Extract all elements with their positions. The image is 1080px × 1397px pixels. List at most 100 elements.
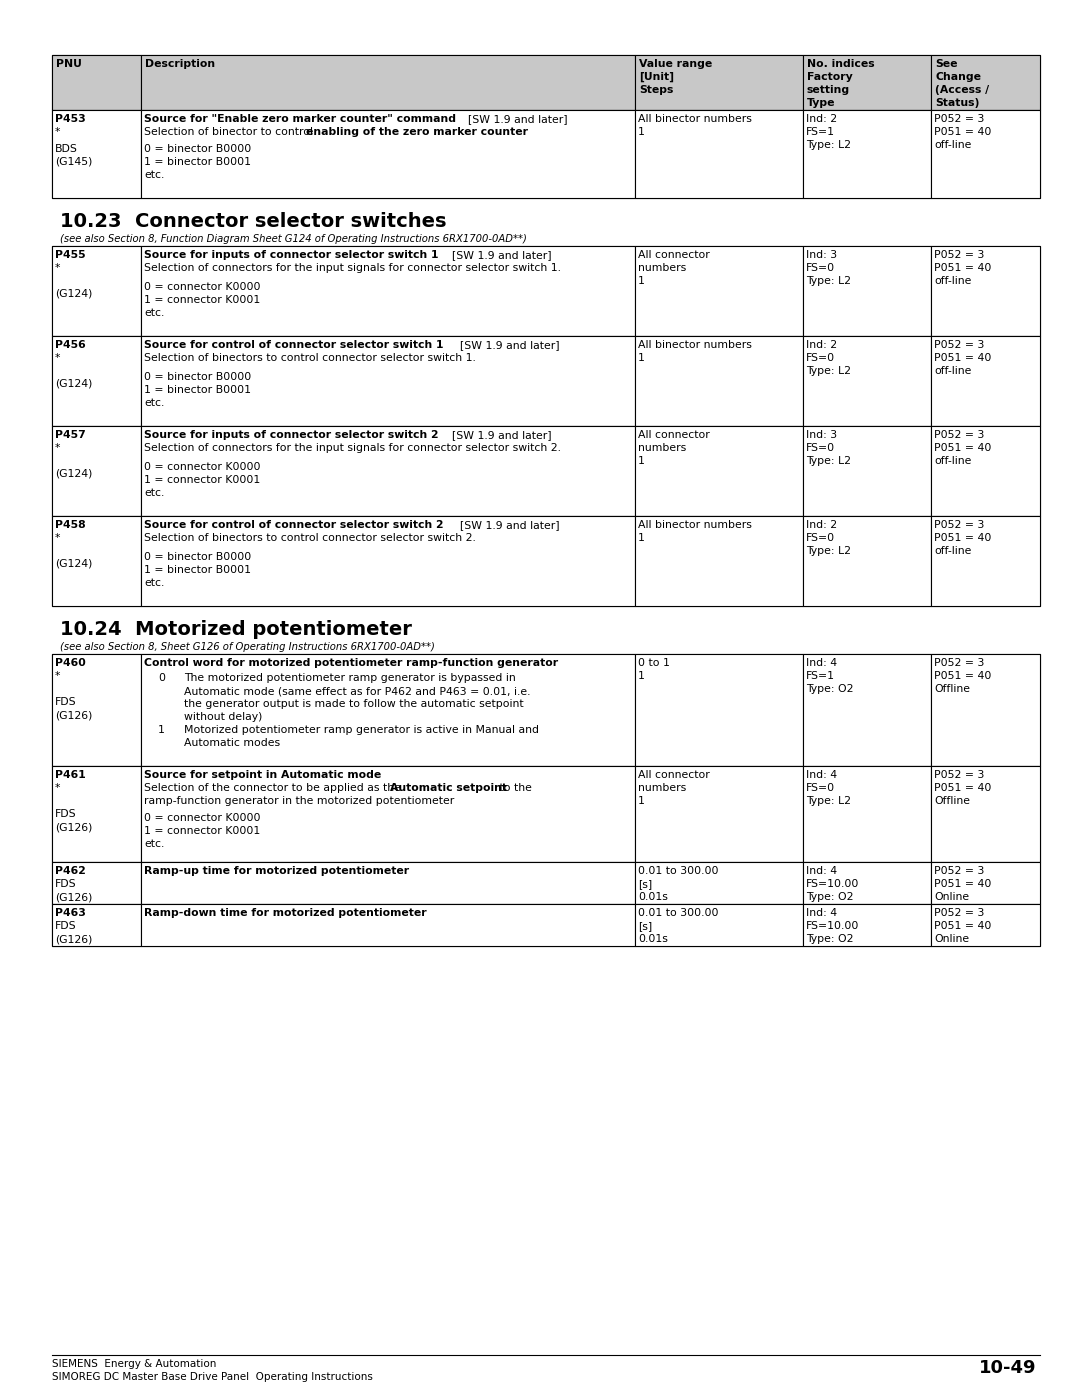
Text: 1 = connector K0001: 1 = connector K0001 xyxy=(144,475,260,485)
Text: Automatic modes: Automatic modes xyxy=(184,738,280,747)
Text: Motorized potentiometer ramp generator is active in Manual and: Motorized potentiometer ramp generator i… xyxy=(184,725,539,735)
Text: FS=0: FS=0 xyxy=(806,534,835,543)
Text: 0 = connector K0000: 0 = connector K0000 xyxy=(144,282,260,292)
Text: Source for control of connector selector switch 2: Source for control of connector selector… xyxy=(144,520,444,529)
Bar xyxy=(52,654,140,766)
Bar xyxy=(52,766,140,862)
Text: P051 = 40: P051 = 40 xyxy=(934,879,991,888)
Bar xyxy=(635,337,802,426)
Text: Online: Online xyxy=(934,893,970,902)
Bar xyxy=(931,426,1040,515)
Text: Offline: Offline xyxy=(934,685,970,694)
Bar xyxy=(931,862,1040,904)
Text: (G126): (G126) xyxy=(55,893,93,902)
Text: Type: L2: Type: L2 xyxy=(806,140,851,149)
Text: Ind: 2: Ind: 2 xyxy=(806,520,837,529)
Text: off-line: off-line xyxy=(934,546,972,556)
Bar xyxy=(802,246,931,337)
Text: [SW 1.9 and later]: [SW 1.9 and later] xyxy=(454,115,568,124)
Bar xyxy=(52,54,140,110)
Text: 1: 1 xyxy=(638,277,645,286)
Bar xyxy=(802,110,931,198)
Text: ramp-function generator in the motorized potentiometer: ramp-function generator in the motorized… xyxy=(144,796,455,806)
Text: Ind: 4: Ind: 4 xyxy=(806,866,837,876)
Bar xyxy=(52,246,140,337)
Text: FDS: FDS xyxy=(55,879,77,888)
Bar xyxy=(52,766,1040,862)
Text: *: * xyxy=(55,671,60,680)
Text: Selection of binectors to control connector selector switch 1.: Selection of binectors to control connec… xyxy=(144,353,476,363)
Text: off-line: off-line xyxy=(934,277,972,286)
Text: 1 = connector K0001: 1 = connector K0001 xyxy=(144,826,260,835)
Text: enabling of the zero marker counter: enabling of the zero marker counter xyxy=(306,127,528,137)
Text: P052 = 3: P052 = 3 xyxy=(934,520,985,529)
Text: Type: O2: Type: O2 xyxy=(806,685,853,694)
Text: etc.: etc. xyxy=(144,170,164,180)
Text: 0 = connector K0000: 0 = connector K0000 xyxy=(144,462,260,472)
Bar xyxy=(635,654,802,766)
Text: 1 = binector B0001: 1 = binector B0001 xyxy=(144,564,251,576)
Text: Type: L2: Type: L2 xyxy=(806,455,851,467)
Text: [SW 1.9 and later]: [SW 1.9 and later] xyxy=(437,430,552,440)
Text: Value range: Value range xyxy=(639,59,712,68)
Text: P051 = 40: P051 = 40 xyxy=(934,921,991,930)
Text: Source for "Enable zero marker counter" command: Source for "Enable zero marker counter" … xyxy=(144,115,456,124)
Text: 1 = binector B0001: 1 = binector B0001 xyxy=(144,156,251,168)
Bar xyxy=(931,654,1040,766)
Text: No. indices: No. indices xyxy=(807,59,875,68)
Bar xyxy=(140,426,635,515)
Bar xyxy=(931,904,1040,946)
Text: the generator output is made to follow the automatic setpoint: the generator output is made to follow t… xyxy=(184,698,524,710)
Bar xyxy=(52,654,1040,766)
Bar xyxy=(140,54,635,110)
Bar xyxy=(931,54,1040,110)
Text: P052 = 3: P052 = 3 xyxy=(934,339,985,351)
Text: Selection of binector to control: Selection of binector to control xyxy=(144,127,316,137)
Text: Type: O2: Type: O2 xyxy=(806,935,853,944)
Text: (Access /: (Access / xyxy=(935,85,989,95)
Text: Type: L2: Type: L2 xyxy=(806,796,851,806)
Text: Online: Online xyxy=(934,935,970,944)
Text: 1: 1 xyxy=(638,127,645,137)
Text: P051 = 40: P051 = 40 xyxy=(934,443,991,453)
Text: (G124): (G124) xyxy=(55,379,93,388)
Text: FS=0: FS=0 xyxy=(806,443,835,453)
Bar xyxy=(802,654,931,766)
Text: 1 = connector K0001: 1 = connector K0001 xyxy=(144,295,260,305)
Text: P051 = 40: P051 = 40 xyxy=(934,782,991,793)
Text: Change: Change xyxy=(935,73,982,82)
Text: numbers: numbers xyxy=(638,443,686,453)
Text: Status): Status) xyxy=(935,98,980,108)
Bar xyxy=(52,515,1040,606)
Text: The motorized potentiometer ramp generator is bypassed in: The motorized potentiometer ramp generat… xyxy=(184,673,515,683)
Bar xyxy=(931,515,1040,606)
Text: to the: to the xyxy=(496,782,531,793)
Bar xyxy=(802,766,931,862)
Text: P453: P453 xyxy=(55,115,85,124)
Text: off-line: off-line xyxy=(934,366,972,376)
Text: 1 = binector B0001: 1 = binector B0001 xyxy=(144,386,251,395)
Text: P460: P460 xyxy=(55,658,85,668)
Bar xyxy=(140,654,635,766)
Bar xyxy=(52,110,140,198)
Text: See: See xyxy=(935,59,958,68)
Bar xyxy=(635,515,802,606)
Text: P051 = 40: P051 = 40 xyxy=(934,353,991,363)
Bar xyxy=(802,426,931,515)
Text: FDS: FDS xyxy=(55,921,77,930)
Text: P457: P457 xyxy=(55,430,85,440)
Text: 0 = binector B0000: 0 = binector B0000 xyxy=(144,144,252,154)
Text: 1: 1 xyxy=(638,671,645,680)
Text: P456: P456 xyxy=(55,339,85,351)
Text: Automatic mode (same effect as for P462 and P463 = 0.01, i.e.: Automatic mode (same effect as for P462 … xyxy=(184,686,530,696)
Text: P458: P458 xyxy=(55,520,85,529)
Bar xyxy=(140,337,635,426)
Text: FS=10.00: FS=10.00 xyxy=(806,921,860,930)
Text: *: * xyxy=(55,782,60,793)
Bar xyxy=(931,246,1040,337)
Text: (see also Section 8, Function Diagram Sheet G124 of Operating Instructions 6RX17: (see also Section 8, Function Diagram Sh… xyxy=(60,235,527,244)
Text: 1: 1 xyxy=(158,725,165,735)
Text: Type: L2: Type: L2 xyxy=(806,366,851,376)
Text: Selection of connectors for the input signals for connector selector switch 2.: Selection of connectors for the input si… xyxy=(144,443,561,453)
Bar xyxy=(931,110,1040,198)
